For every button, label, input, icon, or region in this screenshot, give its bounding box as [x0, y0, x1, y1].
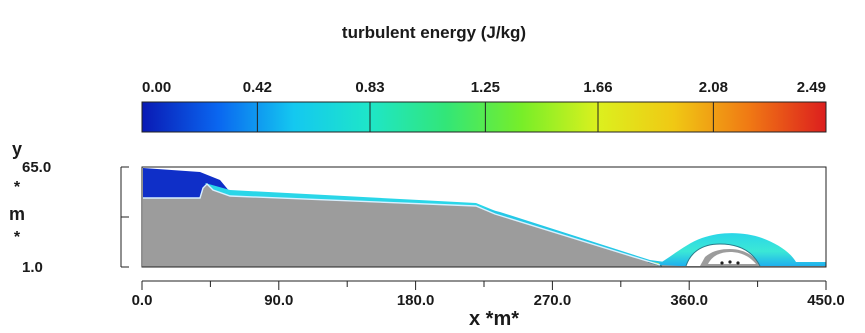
x-tick-label: 270.0	[534, 292, 572, 309]
colorbar-tick-label: 0.42	[243, 79, 272, 96]
colorbar: 0.00 0.42 0.83 1.25 1.66 2.08 2.49	[141, 79, 827, 133]
cavity-region	[708, 252, 756, 264]
interface-line	[143, 183, 661, 266]
y-axis-label-glyph: y	[12, 139, 22, 159]
colorbar-tick-label: 1.66	[583, 79, 612, 96]
x-tick-label: 90.0	[264, 292, 293, 309]
y-tick-label: 65.0	[22, 159, 51, 176]
y-axis-label-glyph: *	[14, 229, 21, 246]
y-axis-label: y * m *	[9, 139, 25, 246]
x-tick-label: 0.0	[132, 292, 153, 309]
colorbar-tick-label: 0.00	[142, 79, 171, 96]
fluid-slope-trail	[478, 207, 665, 266]
solid-region	[143, 184, 826, 267]
colorbar-tick-label: 1.25	[471, 79, 500, 96]
colorbar-dividers	[256, 102, 714, 132]
y-axis: 1.0 65.0	[22, 159, 129, 276]
colorbar-tick-label: 0.83	[355, 79, 384, 96]
y-tick-label: 1.0	[22, 259, 43, 276]
colorbar-tick-label: 2.08	[699, 79, 728, 96]
cavity-dot	[736, 261, 740, 265]
chart-title: turbulent energy (J/kg)	[342, 23, 526, 42]
plot-area	[141, 166, 827, 268]
x-axis-label: x *m*	[469, 308, 519, 328]
colorbar-tick-label: 2.49	[797, 79, 826, 96]
cavity-dot	[720, 261, 724, 265]
x-axis: 0.0 90.0 180.0 270.0 360.0 450.0 x *m*	[132, 280, 845, 330]
y-axis-label-glyph: m	[9, 204, 25, 224]
x-tick-label: 450.0	[807, 292, 845, 309]
y-axis-label-glyph: *	[14, 179, 21, 196]
colorbar-rect	[141, 101, 827, 133]
x-ticks: 0.0 90.0 180.0 270.0 360.0 450.0	[132, 281, 845, 309]
y-ticks: 1.0 65.0	[22, 159, 129, 276]
x-tick-label: 180.0	[397, 292, 435, 309]
fluid-jet-region	[655, 233, 826, 266]
colorbar-labels: 0.00 0.42 0.83 1.25 1.66 2.08 2.49	[142, 79, 826, 96]
x-tick-label: 360.0	[670, 292, 708, 309]
cavity-dot	[728, 260, 732, 264]
plot-frame	[141, 166, 827, 268]
